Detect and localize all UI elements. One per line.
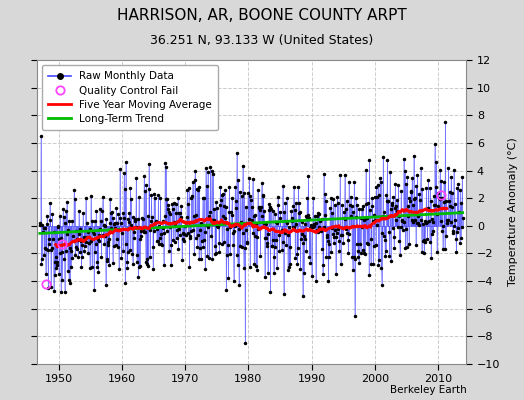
Text: HARRISON, AR, BOONE COUNTY ARPT: HARRISON, AR, BOONE COUNTY ARPT (117, 8, 407, 23)
Text: Berkeley Earth: Berkeley Earth (390, 385, 466, 395)
Y-axis label: Temperature Anomaly (°C): Temperature Anomaly (°C) (508, 138, 518, 286)
Text: 36.251 N, 93.133 W (United States): 36.251 N, 93.133 W (United States) (150, 34, 374, 47)
Legend: Raw Monthly Data, Quality Control Fail, Five Year Moving Average, Long-Term Tren: Raw Monthly Data, Quality Control Fail, … (42, 65, 219, 130)
